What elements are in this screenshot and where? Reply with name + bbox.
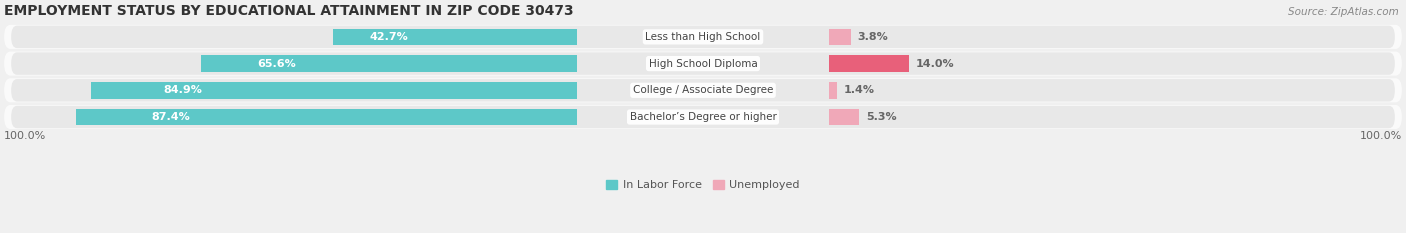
- FancyBboxPatch shape: [4, 105, 1402, 129]
- FancyBboxPatch shape: [4, 78, 1402, 102]
- Bar: [828, 29, 851, 45]
- Bar: [201, 55, 578, 72]
- Text: High School Diploma: High School Diploma: [648, 58, 758, 69]
- Bar: [828, 109, 859, 125]
- Bar: [828, 55, 910, 72]
- FancyBboxPatch shape: [4, 25, 1402, 49]
- Bar: [828, 82, 837, 99]
- Text: 14.0%: 14.0%: [915, 58, 955, 69]
- Text: Less than High School: Less than High School: [645, 32, 761, 42]
- Bar: [76, 109, 578, 125]
- Text: Source: ZipAtlas.com: Source: ZipAtlas.com: [1288, 7, 1399, 17]
- FancyBboxPatch shape: [11, 106, 1395, 128]
- Text: 65.6%: 65.6%: [257, 58, 297, 69]
- Text: 84.9%: 84.9%: [163, 85, 202, 95]
- FancyBboxPatch shape: [11, 26, 1395, 48]
- Bar: [91, 82, 578, 99]
- Text: 1.4%: 1.4%: [844, 85, 875, 95]
- Bar: [333, 29, 578, 45]
- Text: 100.0%: 100.0%: [4, 131, 46, 141]
- Text: 5.3%: 5.3%: [866, 112, 897, 122]
- Text: Bachelor’s Degree or higher: Bachelor’s Degree or higher: [630, 112, 776, 122]
- FancyBboxPatch shape: [11, 52, 1395, 75]
- FancyBboxPatch shape: [4, 51, 1402, 75]
- Legend: In Labor Force, Unemployed: In Labor Force, Unemployed: [602, 176, 804, 195]
- Text: 87.4%: 87.4%: [152, 112, 190, 122]
- Text: 42.7%: 42.7%: [370, 32, 408, 42]
- Text: EMPLOYMENT STATUS BY EDUCATIONAL ATTAINMENT IN ZIP CODE 30473: EMPLOYMENT STATUS BY EDUCATIONAL ATTAINM…: [4, 4, 574, 18]
- Text: College / Associate Degree: College / Associate Degree: [633, 85, 773, 95]
- FancyBboxPatch shape: [11, 79, 1395, 102]
- Text: 100.0%: 100.0%: [1360, 131, 1402, 141]
- Text: 3.8%: 3.8%: [858, 32, 889, 42]
